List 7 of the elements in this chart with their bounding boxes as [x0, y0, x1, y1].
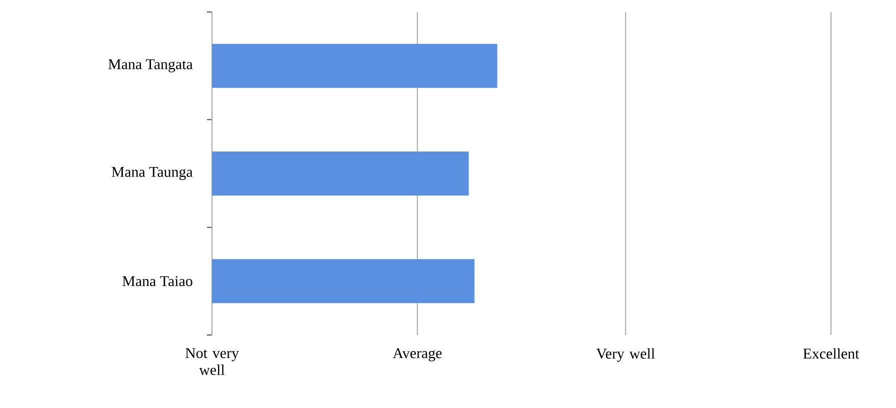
y-tick-label: Mana Taunga — [112, 167, 193, 180]
y-tick-label: Mana Taiao — [122, 276, 192, 286]
text: Not very well — [185, 348, 239, 376]
y-tick-label: Mana Tangata — [108, 59, 193, 72]
ref-line-label: Very well — [596, 348, 655, 362]
ref-line-label: Excellent — [803, 348, 860, 359]
ref-line-label: Average — [392, 348, 442, 362]
